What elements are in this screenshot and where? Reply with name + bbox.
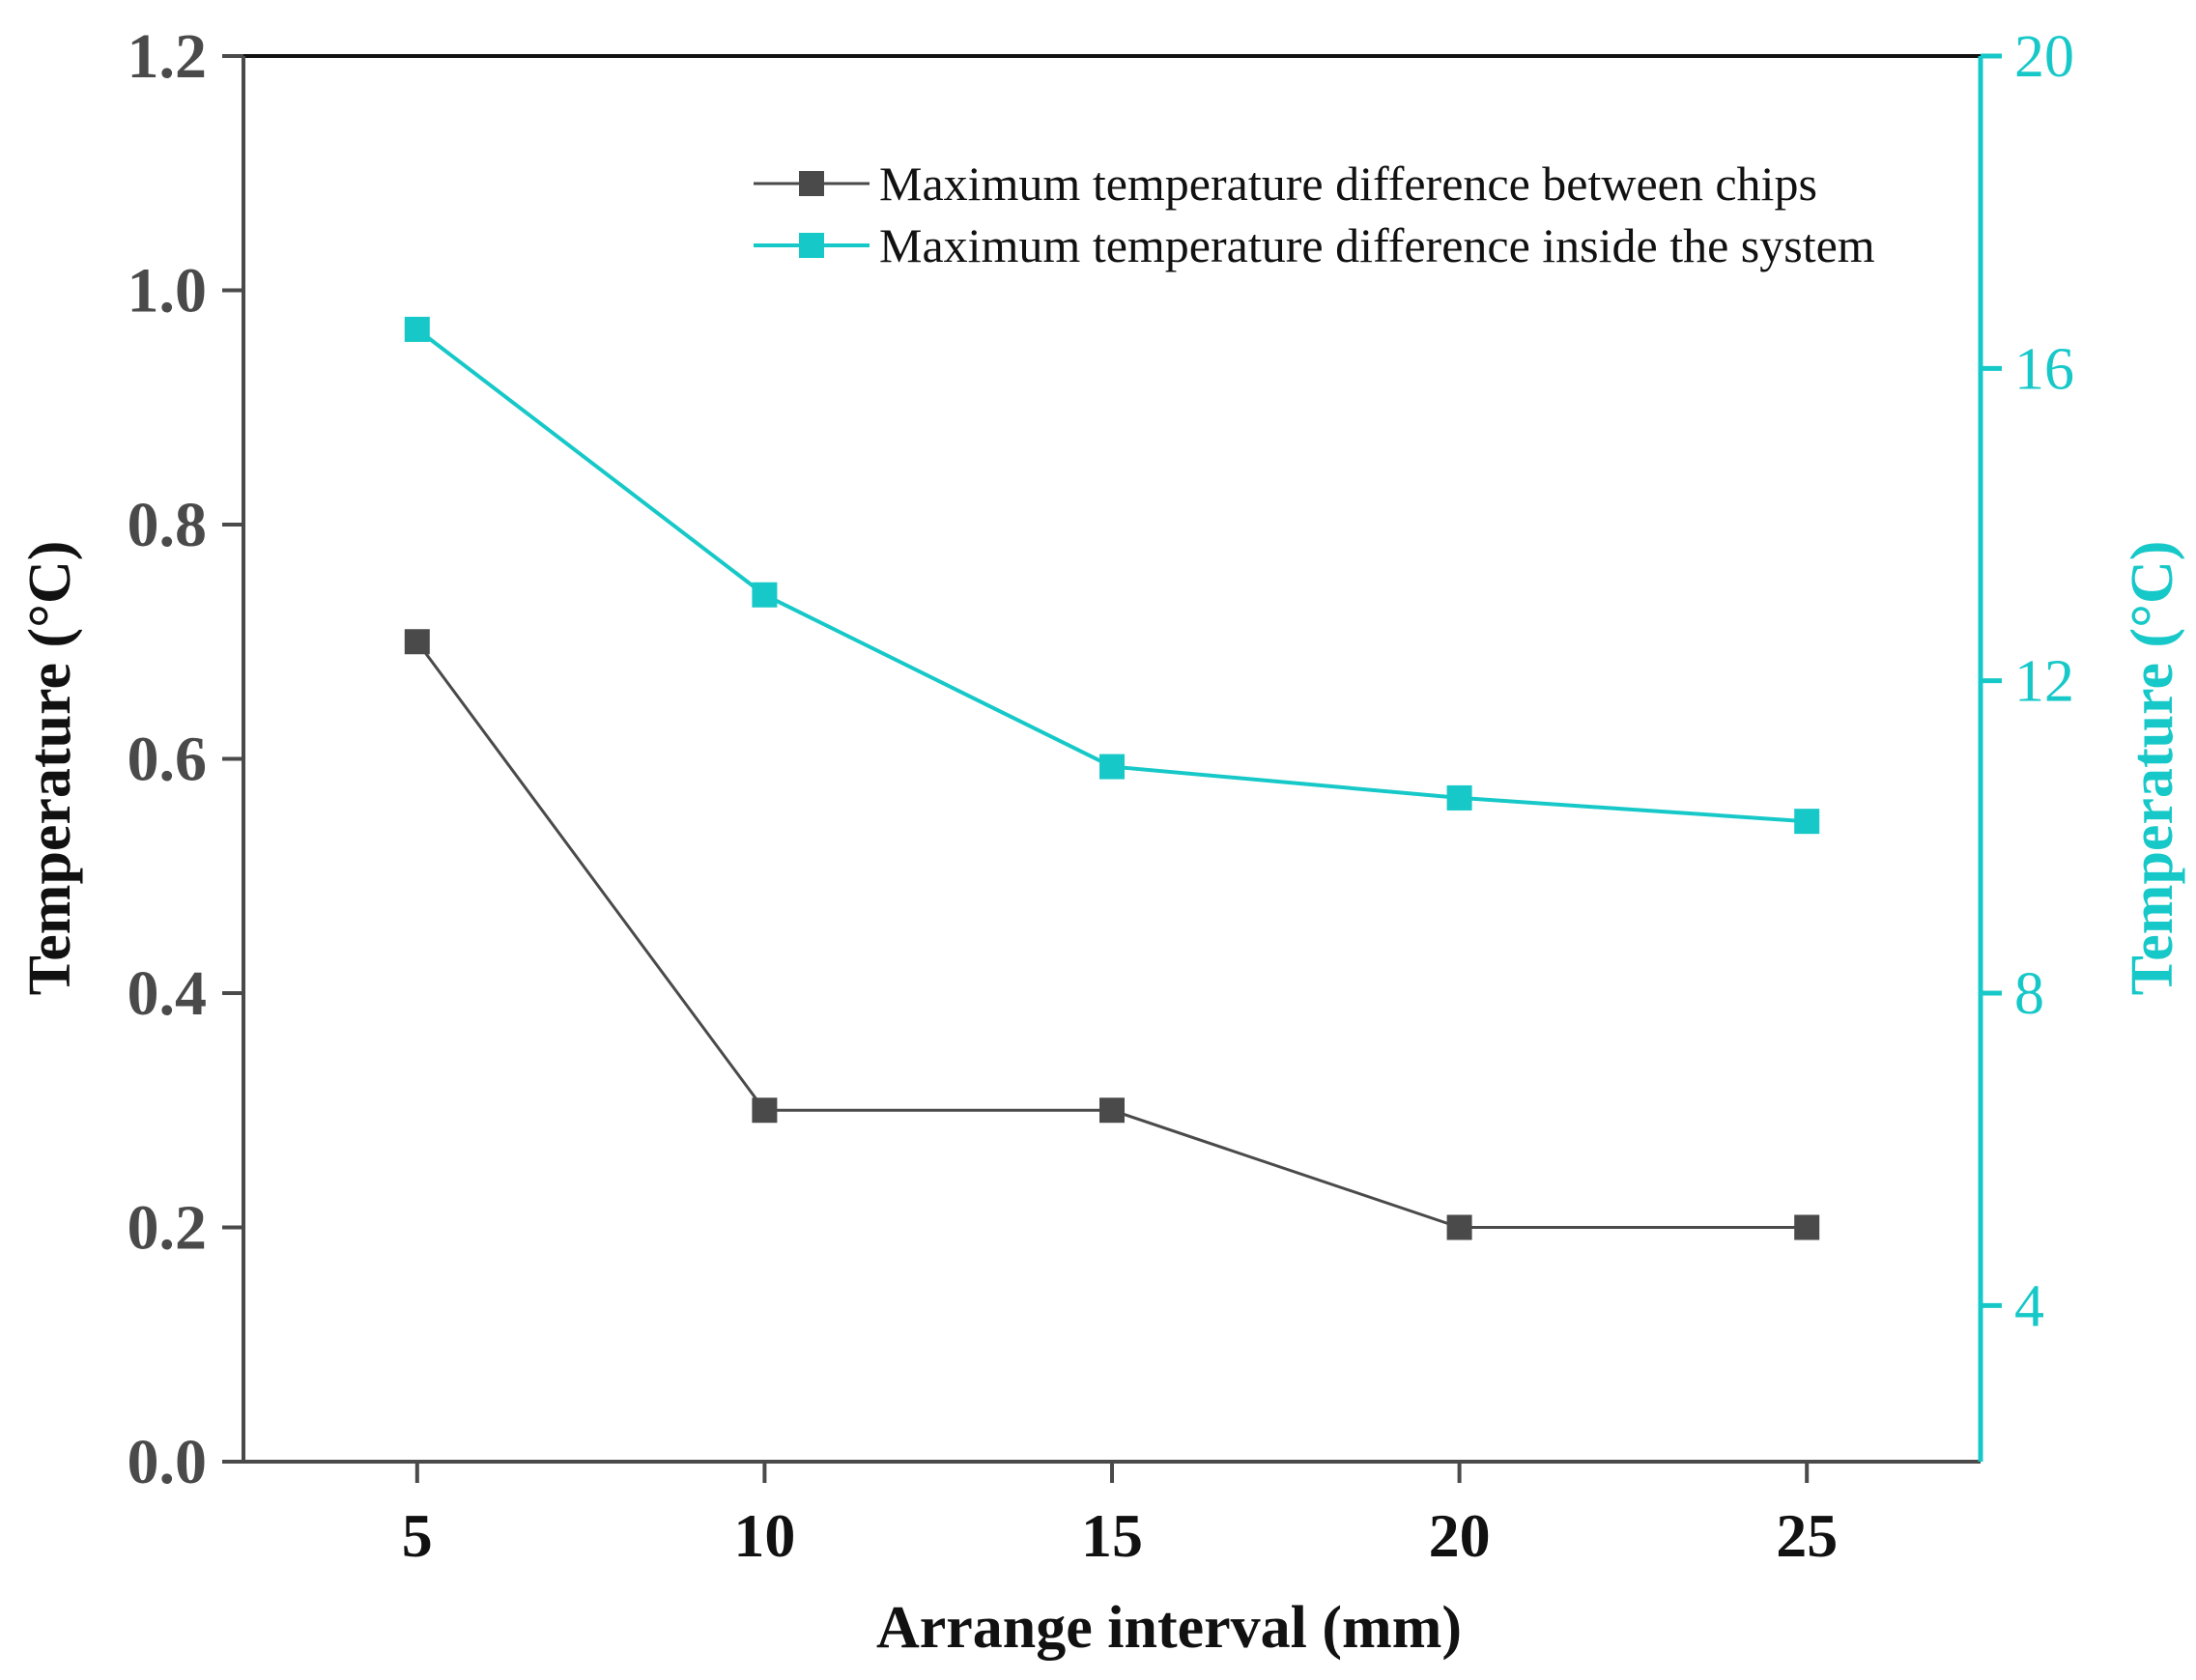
x-tick-label: 25 [1776, 1501, 1838, 1570]
y-right-tick-label: 16 [2014, 336, 2074, 402]
legend-label-1: Maximum temperature difference between c… [879, 157, 1817, 211]
x-tick-label: 10 [733, 1501, 795, 1570]
y-left-tick-label: 0.6 [128, 725, 208, 795]
series-1-point-10 [752, 1097, 778, 1124]
series-2-point-10 [752, 582, 778, 608]
y-right-tick-label: 8 [2014, 961, 2044, 1027]
y-axis-title-left: Temperature (°C) [17, 541, 83, 996]
series-line-2 [415, 327, 1808, 824]
series-1-point-5 [404, 629, 430, 655]
y-right-tick-label: 12 [2014, 649, 2074, 715]
series-1-point-25 [1794, 1214, 1820, 1240]
y-left-tick-label: 0.4 [128, 958, 208, 1029]
series-2-point-20 [1446, 784, 1472, 811]
y-left-tick-label: 0.2 [128, 1193, 208, 1264]
series-2-point-15 [1099, 754, 1125, 780]
legend-marker-1 [799, 171, 824, 196]
y-left-tick-label: 1.2 [128, 21, 208, 92]
x-tick-label: 20 [1429, 1501, 1491, 1570]
series-1-point-15 [1099, 1097, 1125, 1124]
legend-marker-2 [799, 233, 824, 258]
x-axis-title: Arrange interval (mm) [876, 1595, 1462, 1661]
legend-label-2: Maximum temperature difference inside th… [879, 218, 1875, 272]
series-2-point-25 [1794, 809, 1820, 835]
legend: Maximum temperature difference between c… [754, 157, 1875, 272]
series-layer [404, 316, 1820, 1240]
x-tick-label: 5 [402, 1501, 433, 1570]
y-left-tick-label: 0.8 [128, 490, 208, 560]
y-right-tick-label: 20 [2014, 24, 2074, 90]
x-tick-label: 15 [1081, 1501, 1143, 1570]
y-left-tick-label: 0.0 [128, 1427, 208, 1497]
y-axis-title-right: Temperature (°C) [2120, 541, 2185, 996]
series-2-point-5 [404, 316, 430, 342]
y-right-tick-label: 4 [2014, 1273, 2044, 1339]
ticks-layer: 0.0 0.2 0.4 0.6 0.8 1.0 1.2 4 8 12 16 20 5 10 15 20 25 [128, 21, 2075, 1570]
series-line-1 [415, 641, 1808, 1229]
y-left-tick-label: 1.0 [128, 256, 208, 327]
series-1-point-20 [1446, 1214, 1472, 1240]
